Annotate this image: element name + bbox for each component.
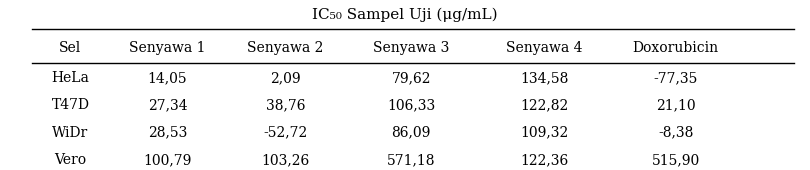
Text: 100,79: 100,79 — [143, 153, 192, 167]
Text: Senyawa 4: Senyawa 4 — [506, 41, 582, 55]
Text: HeLa: HeLa — [52, 71, 89, 85]
Text: 122,36: 122,36 — [520, 153, 569, 167]
Text: 109,32: 109,32 — [520, 126, 569, 140]
Text: -52,72: -52,72 — [263, 126, 308, 140]
Text: 79,62: 79,62 — [391, 71, 431, 85]
Text: 21,10: 21,10 — [656, 98, 696, 112]
Text: T47D: T47D — [52, 98, 89, 112]
Text: Senyawa 1: Senyawa 1 — [130, 41, 206, 55]
Text: Sel: Sel — [59, 41, 82, 55]
Text: 27,34: 27,34 — [147, 98, 187, 112]
Text: IC₅₀ Sampel Uji (μg/mL): IC₅₀ Sampel Uji (μg/mL) — [312, 8, 498, 22]
Text: 571,18: 571,18 — [387, 153, 436, 167]
Text: Senyawa 2: Senyawa 2 — [247, 41, 324, 55]
Text: Vero: Vero — [54, 153, 87, 167]
Text: 2,09: 2,09 — [271, 71, 301, 85]
Text: 106,33: 106,33 — [387, 98, 435, 112]
Text: 515,90: 515,90 — [652, 153, 700, 167]
Text: 38,76: 38,76 — [266, 98, 305, 112]
Text: -77,35: -77,35 — [654, 71, 698, 85]
Text: -8,38: -8,38 — [658, 126, 693, 140]
Text: 103,26: 103,26 — [262, 153, 309, 167]
Text: 134,58: 134,58 — [520, 71, 569, 85]
Text: WiDr: WiDr — [53, 126, 88, 140]
Text: 122,82: 122,82 — [520, 98, 569, 112]
Text: Senyawa 3: Senyawa 3 — [373, 41, 450, 55]
Text: 28,53: 28,53 — [148, 126, 187, 140]
Text: 86,09: 86,09 — [391, 126, 431, 140]
Text: Doxorubicin: Doxorubicin — [633, 41, 718, 55]
Text: 14,05: 14,05 — [147, 71, 187, 85]
